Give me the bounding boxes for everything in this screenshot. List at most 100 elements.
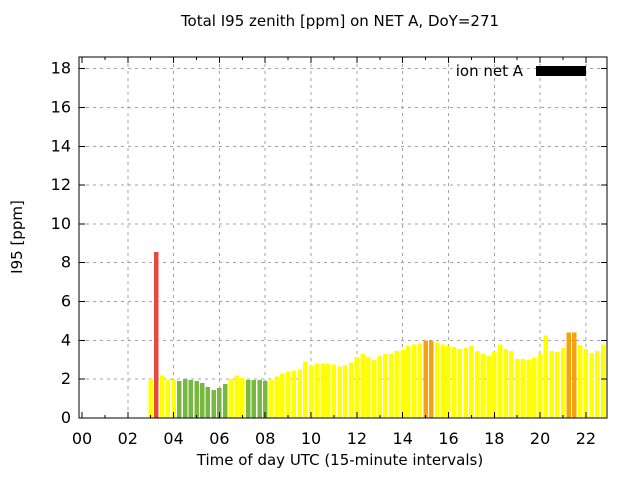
bar-11:45: [348, 362, 354, 418]
bar-19:00: [514, 358, 520, 418]
y-tick-label-2: 2: [61, 369, 71, 388]
bar-22:15: [589, 352, 594, 418]
bar-04:15: [177, 381, 182, 418]
bar-15:00: [423, 340, 428, 418]
axes: [78, 56, 608, 419]
bar-11:30: [343, 365, 348, 418]
bar-06:30: [228, 379, 234, 418]
x-tick-label-10: 10: [301, 429, 321, 448]
bar-14:30: [411, 344, 417, 418]
bar-04:30: [182, 379, 188, 418]
bar-16:00: [446, 346, 451, 418]
bar-14:00: [400, 350, 405, 418]
bar-05:00: [194, 381, 199, 418]
bar-10:30: [320, 363, 325, 418]
bar-06:00: [217, 387, 222, 418]
bar-20:15: [543, 335, 549, 418]
y-tick-label-4: 4: [61, 330, 71, 349]
bar-03:30: [159, 375, 165, 418]
x-tick-label-18: 18: [484, 429, 504, 448]
bar-15:15: [429, 340, 434, 418]
legend-label: ion net A: [455, 62, 523, 80]
bar-07:45: [257, 380, 262, 418]
bar-14:15: [406, 346, 411, 418]
bar-05:45: [211, 389, 216, 418]
bar-22:30: [595, 351, 600, 418]
bar-20:30: [549, 351, 554, 418]
bar-18:00: [492, 352, 497, 418]
x-tick-label-06: 06: [209, 429, 229, 448]
bar-16:45: [463, 348, 468, 418]
bar-03:00: [148, 379, 153, 418]
y-axis-label: I95 [ppm]: [8, 200, 26, 274]
bar-16:15: [451, 347, 457, 418]
bar-04:00: [171, 380, 176, 418]
y-tick-label-12: 12: [51, 175, 71, 194]
bar-05:30: [205, 386, 211, 418]
x-tick-label-08: 08: [255, 429, 275, 448]
bar-06:15: [222, 384, 228, 418]
x-axis-label: Time of day UTC (15-minute intervals): [196, 451, 484, 469]
bar-19:30: [526, 359, 531, 418]
bar-11:00: [331, 364, 337, 418]
bar-17:00: [469, 346, 474, 418]
bar-08:00: [262, 381, 268, 418]
x-tick-label-04: 04: [163, 429, 183, 448]
bar-09:15: [291, 370, 297, 418]
bar-04:45: [188, 380, 194, 418]
bar-13:45: [394, 351, 400, 418]
bar-10:00: [308, 365, 314, 418]
bar-07:00: [240, 378, 245, 418]
bar-18:15: [497, 344, 503, 418]
bar-13:15: [383, 353, 388, 418]
bar-07:15: [245, 380, 251, 418]
bar-20:45: [555, 352, 560, 418]
legend: ion net A: [400, 62, 586, 80]
bar-09:00: [285, 371, 291, 418]
bar-19:45: [532, 357, 537, 418]
bar-10:15: [314, 363, 320, 418]
bar-22:00: [583, 349, 589, 418]
legend-swatch-black-box: [536, 66, 586, 76]
bar-09:30: [297, 369, 302, 418]
bars: [148, 252, 606, 418]
x-tick-label-14: 14: [393, 429, 413, 448]
bar-17:45: [486, 355, 491, 418]
bar-18:45: [509, 351, 514, 418]
bar-09:45: [303, 361, 308, 418]
bar-19:15: [520, 358, 526, 418]
bar-08:30: [274, 376, 279, 418]
bar-07:30: [251, 380, 257, 418]
bar-15:30: [434, 342, 440, 418]
bar-21:30: [572, 332, 577, 418]
bar-03:45: [165, 380, 171, 418]
bar-21:00: [560, 348, 566, 418]
bar-10:45: [325, 363, 331, 418]
bar-21:45: [577, 345, 583, 418]
x-tick-label-00: 00: [72, 429, 92, 448]
plot-border: [78, 56, 608, 419]
bar-13:30: [388, 353, 394, 418]
bar-12:45: [371, 359, 377, 418]
y-tick-label-6: 6: [61, 292, 71, 311]
bar-21:15: [566, 332, 571, 418]
bar-06:45: [234, 375, 239, 418]
bar-08:45: [280, 373, 285, 418]
bar-15:45: [440, 344, 446, 418]
bar-17:30: [480, 353, 486, 418]
y-tick-label-16: 16: [51, 98, 71, 117]
bar-20:00: [537, 352, 543, 418]
bar-03:15: [154, 252, 159, 418]
bar-05:15: [199, 383, 205, 418]
bar-13:00: [377, 355, 383, 418]
bar-14:45: [417, 343, 423, 418]
bar-16:30: [457, 349, 463, 418]
bar-08:15: [268, 379, 274, 418]
x-tick-label-22: 22: [576, 429, 596, 448]
bar-12:30: [366, 356, 371, 418]
bar-12:15: [360, 353, 365, 418]
x-tick-label-16: 16: [438, 429, 458, 448]
